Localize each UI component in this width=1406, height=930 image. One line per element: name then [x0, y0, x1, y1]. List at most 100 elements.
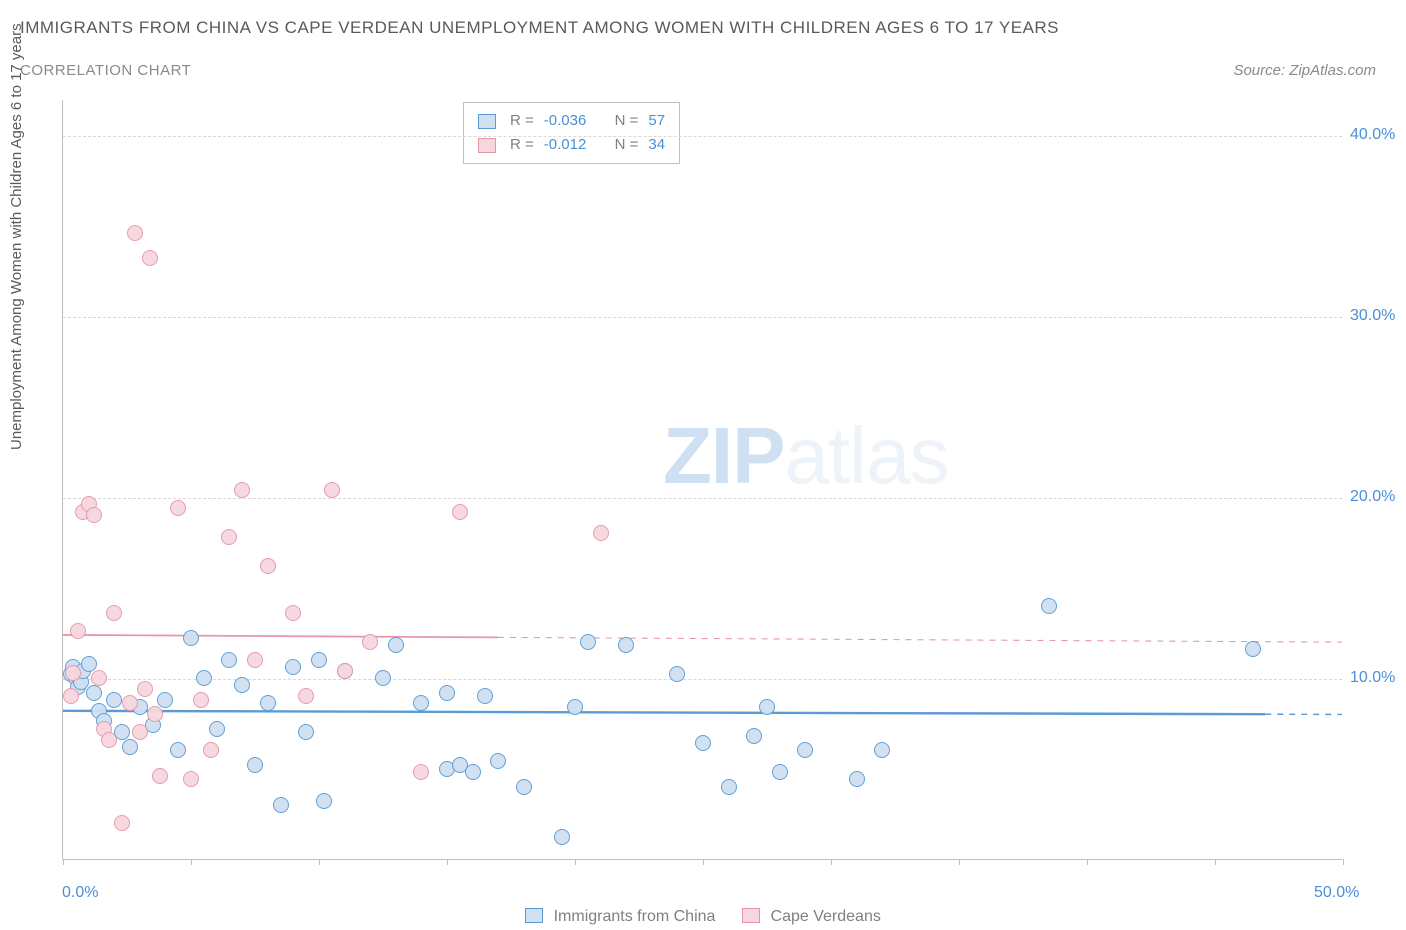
- x-tick: [575, 859, 576, 865]
- data-point: [86, 507, 102, 523]
- data-point: [221, 529, 237, 545]
- data-point: [593, 525, 609, 541]
- data-point: [362, 634, 378, 650]
- data-point: [759, 699, 775, 715]
- data-point: [142, 250, 158, 266]
- x-tick: [1087, 859, 1088, 865]
- data-point: [452, 504, 468, 520]
- data-point: [63, 688, 79, 704]
- data-point: [580, 634, 596, 650]
- chart-title: IMMIGRANTS FROM CHINA VS CAPE VERDEAN UN…: [20, 18, 1059, 38]
- data-point: [247, 652, 263, 668]
- data-point: [234, 482, 250, 498]
- data-point: [465, 764, 481, 780]
- plot-area: ZIPatlas R = -0.036 N = 57R = -0.012 N =…: [62, 100, 1342, 860]
- data-point: [203, 742, 219, 758]
- data-point: [721, 779, 737, 795]
- series-legend: Immigrants from China Cape Verdeans: [0, 908, 1406, 926]
- legend-swatch-capeverdean: [742, 908, 760, 923]
- gridline-h: [63, 498, 1342, 499]
- data-point: [127, 225, 143, 241]
- data-point: [439, 685, 455, 701]
- legend-row: R = -0.036 N = 57: [478, 109, 665, 133]
- x-tick: [703, 859, 704, 865]
- data-point: [196, 670, 212, 686]
- data-point: [874, 742, 890, 758]
- x-tick: [63, 859, 64, 865]
- data-point: [797, 742, 813, 758]
- data-point: [316, 793, 332, 809]
- data-point: [324, 482, 340, 498]
- legend-swatch-china: [525, 908, 543, 923]
- data-point: [490, 753, 506, 769]
- data-point: [273, 797, 289, 813]
- data-point: [193, 692, 209, 708]
- gridline-h: [63, 136, 1342, 137]
- x-tick: [191, 859, 192, 865]
- data-point: [209, 721, 225, 737]
- data-point: [157, 692, 173, 708]
- data-point: [285, 659, 301, 675]
- y-tick-label: 30.0%: [1350, 307, 1395, 325]
- x-tick: [319, 859, 320, 865]
- data-point: [101, 732, 117, 748]
- data-point: [413, 764, 429, 780]
- x-tick: [831, 859, 832, 865]
- data-point: [122, 739, 138, 755]
- data-point: [247, 757, 263, 773]
- data-point: [91, 670, 107, 686]
- data-point: [106, 692, 122, 708]
- gridline-h: [63, 317, 1342, 318]
- data-point: [375, 670, 391, 686]
- data-point: [170, 500, 186, 516]
- data-point: [554, 829, 570, 845]
- data-point: [106, 605, 122, 621]
- data-point: [260, 558, 276, 574]
- data-point: [477, 688, 493, 704]
- x-tick: [959, 859, 960, 865]
- data-point: [337, 663, 353, 679]
- x-tick-label: 0.0%: [62, 884, 98, 902]
- data-point: [260, 695, 276, 711]
- watermark: ZIPatlas: [663, 410, 948, 502]
- data-point: [772, 764, 788, 780]
- data-point: [516, 779, 532, 795]
- data-point: [170, 742, 186, 758]
- data-point: [567, 699, 583, 715]
- x-tick-label: 50.0%: [1314, 884, 1359, 902]
- data-point: [285, 605, 301, 621]
- x-tick: [1343, 859, 1344, 865]
- data-point: [65, 665, 81, 681]
- source-citation: Source: ZipAtlas.com: [1233, 62, 1376, 79]
- data-point: [183, 630, 199, 646]
- data-point: [1041, 598, 1057, 614]
- correlation-legend: R = -0.036 N = 57R = -0.012 N = 34: [463, 102, 680, 164]
- data-point: [81, 656, 97, 672]
- data-point: [132, 724, 148, 740]
- data-point: [746, 728, 762, 744]
- data-point: [413, 695, 429, 711]
- data-point: [311, 652, 327, 668]
- data-point: [298, 688, 314, 704]
- y-tick-label: 10.0%: [1350, 669, 1395, 687]
- data-point: [137, 681, 153, 697]
- data-point: [298, 724, 314, 740]
- gridline-h: [63, 679, 1342, 680]
- y-tick-label: 40.0%: [1350, 126, 1395, 144]
- data-point: [234, 677, 250, 693]
- x-tick: [447, 859, 448, 865]
- y-tick-label: 20.0%: [1350, 488, 1395, 506]
- data-point: [152, 768, 168, 784]
- data-point: [183, 771, 199, 787]
- data-point: [114, 815, 130, 831]
- legend-label-capeverdean: Cape Verdeans: [771, 908, 881, 925]
- y-axis-label: Unemployment Among Women with Children A…: [8, 23, 25, 450]
- data-point: [86, 685, 102, 701]
- legend-label-china: Immigrants from China: [554, 908, 716, 925]
- data-point: [849, 771, 865, 787]
- data-point: [70, 623, 86, 639]
- x-tick: [1215, 859, 1216, 865]
- data-point: [695, 735, 711, 751]
- chart-subtitle: CORRELATION CHART: [20, 62, 191, 79]
- data-point: [221, 652, 237, 668]
